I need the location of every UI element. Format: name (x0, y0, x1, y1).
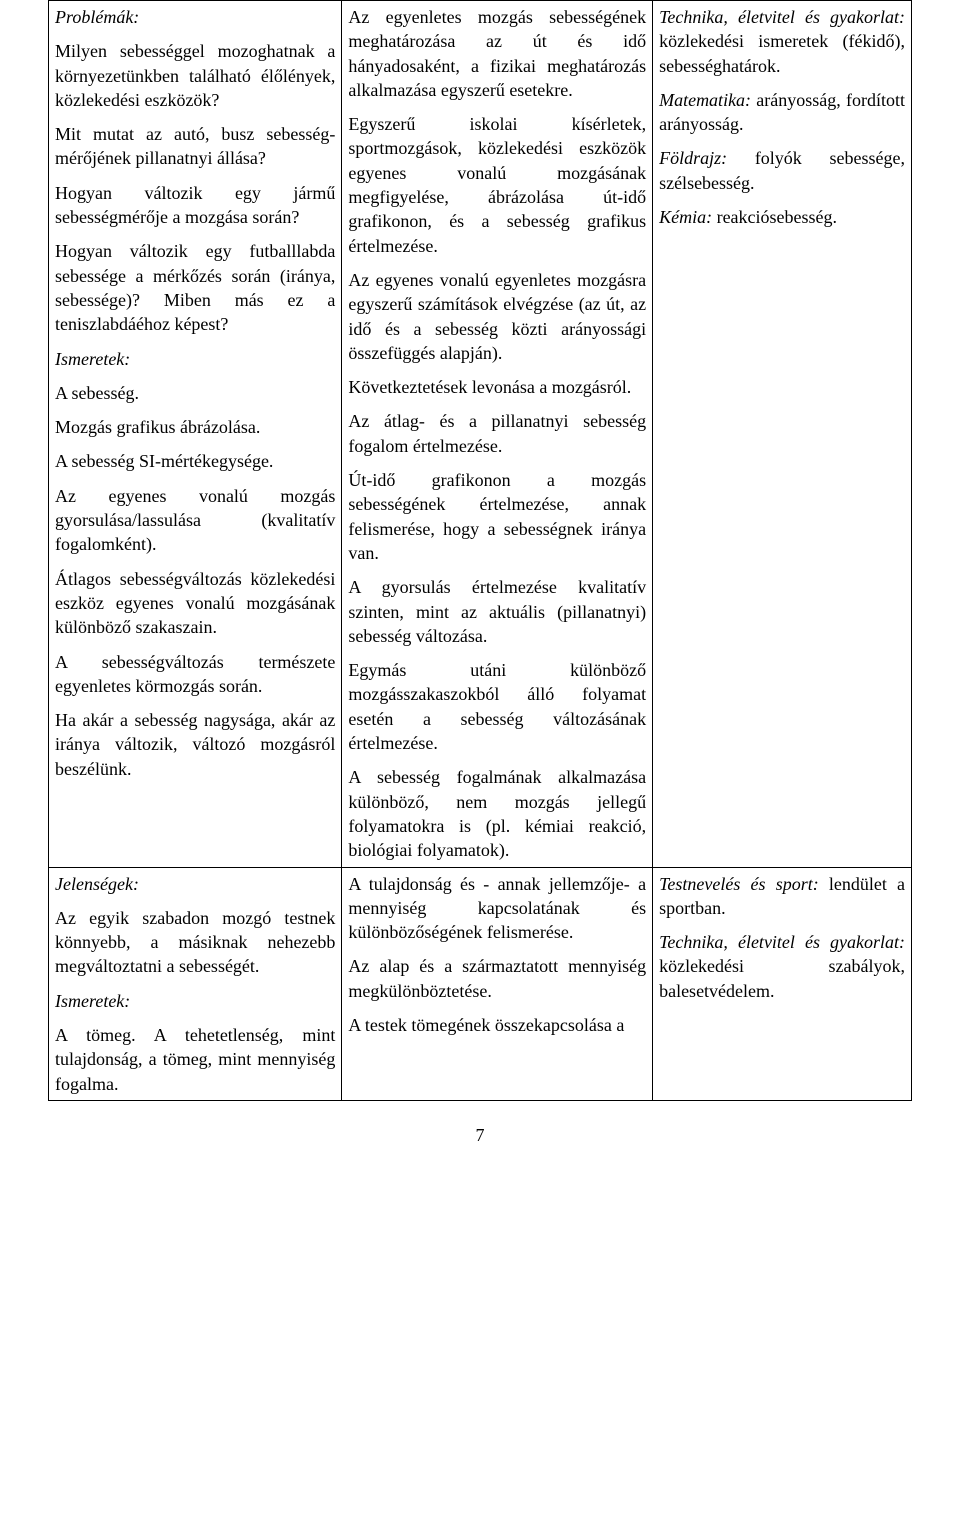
paragraph: A sebességváltozás természete egyenletes… (55, 650, 335, 699)
paragraph: Az alap és a származtatott mennyiség meg… (348, 954, 646, 1003)
page-number: 7 (48, 1125, 912, 1146)
paragraph: A sebesség fogalmának alkalmazása különb… (348, 765, 646, 862)
paragraph: A tömeg. A tehetetlenség, mint tulajdons… (55, 1023, 335, 1096)
paragraph: Az egyik szabadon mozgó testnek könnyebb… (55, 906, 335, 979)
subject-label: Technika, életvitel és gyakorlat: (659, 932, 905, 952)
table-row: Problémák: Milyen sebességgel mozoghatna… (49, 1, 912, 868)
paragraph: Hogyan változik egy futball­labda sebess… (55, 239, 335, 336)
cell-r1c3: Technika, életvitel és gyakorlat: közlek… (653, 1, 912, 868)
paragraph: Matematika: arányosság, fordított arányo… (659, 88, 905, 137)
paragraph: Kémia: reakciósebesség. (659, 205, 905, 229)
paragraph: Technika, életvitel és gyakorlat: közlek… (659, 930, 905, 1003)
paragraph: A gyorsulás értelmezése kvalitatív szint… (348, 575, 646, 648)
paragraph: A sebesség. (55, 381, 335, 405)
paragraph: A sebesség SI-mértékegysége. (55, 449, 335, 473)
paragraph: Egymás utáni különböző mozgásszakaszokbó… (348, 658, 646, 755)
paragraph: Az egyenes vonalú egyenletes mozgásra eg… (348, 268, 646, 365)
paragraph: Az egyenletes mozgás sebes­ségének megha… (348, 5, 646, 102)
cell-r1c2: Az egyenletes mozgás sebes­ségének megha… (342, 1, 653, 868)
content-table: Problémák: Milyen sebességgel mozoghatna… (48, 0, 912, 1101)
table-row: Jelenségek: Az egyik szabadon mozgó test… (49, 867, 912, 1100)
paragraph: Földrajz: folyók sebessége, szélsebesség… (659, 146, 905, 195)
paragraph: Mit mutat az autó, busz sebesség­mérőjén… (55, 122, 335, 171)
paragraph: Az átlag- és a pillanatnyi sebesség foga… (348, 409, 646, 458)
cell-r1c1: Problémák: Milyen sebességgel mozoghatna… (49, 1, 342, 868)
page: Problémák: Milyen sebességgel mozoghatna… (0, 0, 960, 1170)
subject-text: közlekedési ismeretek (fékidő), sebesség… (659, 31, 905, 75)
paragraph: A tulajdonság és - annak jellemzője- a m… (348, 872, 646, 945)
knowledge-label: Ismeretek: (55, 989, 335, 1013)
subject-text: közlekedési szabályok, balesetvédelem. (659, 956, 905, 1000)
paragraph: Egyszerű iskolai kísérletek, sportmozgás… (348, 112, 646, 258)
knowledge-label: Ismeretek: (55, 347, 335, 371)
paragraph: A testek tömegének összekapcsolása a (348, 1013, 646, 1037)
paragraph: Mozgás grafikus ábrázolása. (55, 415, 335, 439)
phenomena-label: Jelenségek: (55, 872, 335, 896)
problems-label: Problémák: (55, 5, 335, 29)
paragraph: Hogyan változik egy jármű sebességmérője… (55, 181, 335, 230)
subject-label: Matematika: (659, 90, 751, 110)
subject-text: reakciósebesség. (712, 207, 837, 227)
paragraph: Következtetések levonása a mozgásról. (348, 375, 646, 399)
subject-label: Kémia: (659, 207, 712, 227)
paragraph: Milyen sebességgel mozoghatnak a környez… (55, 39, 335, 112)
cell-r2c2: A tulajdonság és - annak jellemzője- a m… (342, 867, 653, 1100)
cell-r2c3: Testnevelés és sport: lendület a sportba… (653, 867, 912, 1100)
paragraph: Út-idő grafikonon a mozgás sebességének … (348, 468, 646, 565)
subject-label: Technika, életvitel és gyakorlat: (659, 7, 905, 27)
cell-r2c1: Jelenségek: Az egyik szabadon mozgó test… (49, 867, 342, 1100)
paragraph: Technika, életvitel és gyakorlat: közlek… (659, 5, 905, 78)
subject-label: Földrajz: (659, 148, 727, 168)
paragraph: Testnevelés és sport: lendület a sportba… (659, 872, 905, 921)
paragraph: Az egyenes vonalú mozgás gyorsulása/lass… (55, 484, 335, 557)
subject-label: Testnevelés és sport: (659, 874, 819, 894)
paragraph: Átlagos sebességváltozás közlekedési esz… (55, 567, 335, 640)
paragraph: Ha akár a sebesség nagysága, akár az irá… (55, 708, 335, 781)
